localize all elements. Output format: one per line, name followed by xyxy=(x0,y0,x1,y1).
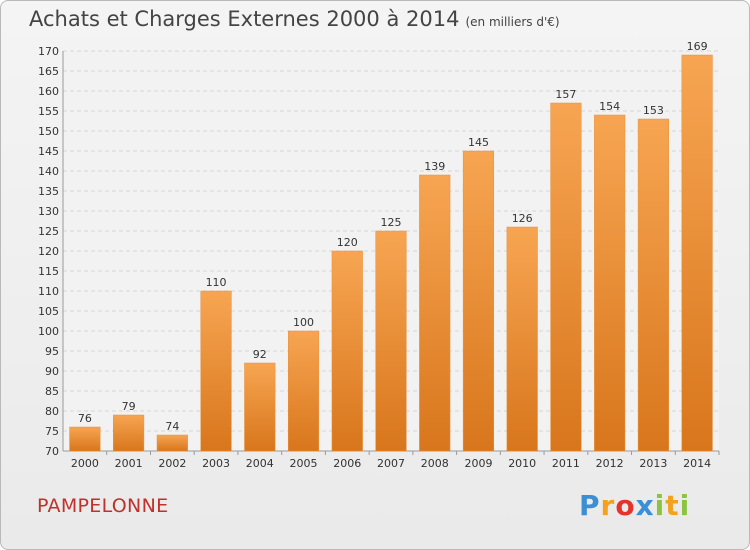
bar-value-label: 92 xyxy=(253,348,267,361)
y-tick-label: 90 xyxy=(45,365,59,378)
y-tick-label: 165 xyxy=(38,65,59,78)
y-tick-label: 170 xyxy=(38,45,59,58)
bar-value-label: 169 xyxy=(687,40,708,53)
chart-title-main: Achats et Charges Externes 2000 à 2014 xyxy=(29,7,460,31)
bar-2014 xyxy=(681,54,713,452)
commune-name: PAMPELONNE xyxy=(37,495,169,517)
x-tick-label: 2000 xyxy=(71,457,99,470)
logo-letter: i xyxy=(654,489,666,522)
proxiti-logo: Proxiti xyxy=(579,489,690,522)
bar-2000 xyxy=(69,426,101,452)
bar-2006 xyxy=(331,250,363,452)
bar-2008 xyxy=(419,174,451,452)
y-tick-label: 105 xyxy=(38,305,59,318)
y-tick-label: 100 xyxy=(38,325,59,338)
logo-letter: o xyxy=(615,489,636,522)
y-tick-label: 145 xyxy=(38,145,59,158)
y-tick-label: 135 xyxy=(38,185,59,198)
bar-2007 xyxy=(375,230,407,452)
x-tick-label: 2009 xyxy=(464,457,492,470)
chart-title-unit: (en milliers d'€) xyxy=(465,15,560,29)
bar-2011 xyxy=(550,102,582,452)
logo-letter: r xyxy=(600,489,616,522)
bar-value-label: 79 xyxy=(122,400,136,413)
x-tick-label: 2005 xyxy=(290,457,318,470)
chart-title: Achats et Charges Externes 2000 à 2014 (e… xyxy=(29,7,560,31)
bar-value-label: 145 xyxy=(468,136,489,149)
bar-2012 xyxy=(594,114,626,452)
bar-value-label: 153 xyxy=(643,104,664,117)
y-tick-label: 70 xyxy=(45,445,59,458)
x-tick-label: 2011 xyxy=(552,457,580,470)
y-tick-label: 120 xyxy=(38,245,59,258)
bar-2004 xyxy=(244,362,276,452)
bar-2013 xyxy=(637,118,669,452)
bar-2009 xyxy=(462,150,495,452)
y-tick-label: 95 xyxy=(45,345,59,358)
bar-2005 xyxy=(287,330,320,452)
x-tick-label: 2007 xyxy=(377,457,405,470)
bar-2001 xyxy=(113,414,145,452)
bar-value-label: 110 xyxy=(206,276,227,289)
y-tick-label: 160 xyxy=(38,85,59,98)
bar-2010 xyxy=(506,226,538,452)
y-tick-label: 155 xyxy=(38,105,59,118)
bar-value-label: 100 xyxy=(293,316,314,329)
bar-value-label: 74 xyxy=(165,420,179,433)
x-tick-label: 2010 xyxy=(508,457,536,470)
bar-value-label: 157 xyxy=(555,88,576,101)
bar-value-label: 120 xyxy=(337,236,358,249)
x-tick-label: 2012 xyxy=(596,457,624,470)
bar-2003 xyxy=(200,290,232,452)
y-tick-label: 115 xyxy=(38,265,59,278)
x-tick-label: 2001 xyxy=(115,457,143,470)
logo-letter: i xyxy=(679,489,691,522)
y-tick-label: 150 xyxy=(38,125,59,138)
y-tick-label: 125 xyxy=(38,225,59,238)
bar-value-label: 125 xyxy=(381,216,402,229)
x-tick-label: 2004 xyxy=(246,457,274,470)
bar-value-label: 126 xyxy=(512,212,533,225)
x-tick-label: 2008 xyxy=(421,457,449,470)
x-tick-label: 2013 xyxy=(639,457,667,470)
x-tick-label: 2006 xyxy=(333,457,361,470)
bar-2002 xyxy=(156,434,188,452)
bar-value-label: 154 xyxy=(599,100,620,113)
logo-letter: t xyxy=(665,489,680,522)
x-tick-label: 2002 xyxy=(158,457,186,470)
logo-letter: P xyxy=(579,489,601,522)
y-tick-label: 85 xyxy=(45,385,59,398)
y-tick-label: 130 xyxy=(38,205,59,218)
bar-value-label: 76 xyxy=(78,412,92,425)
y-tick-label: 110 xyxy=(38,285,59,298)
bar-value-label: 139 xyxy=(424,160,445,173)
y-tick-label: 80 xyxy=(45,405,59,418)
x-tick-label: 2003 xyxy=(202,457,230,470)
y-tick-label: 75 xyxy=(45,425,59,438)
y-tick-label: 140 xyxy=(38,165,59,178)
x-tick-label: 2014 xyxy=(683,457,711,470)
logo-letter: x xyxy=(635,489,655,522)
